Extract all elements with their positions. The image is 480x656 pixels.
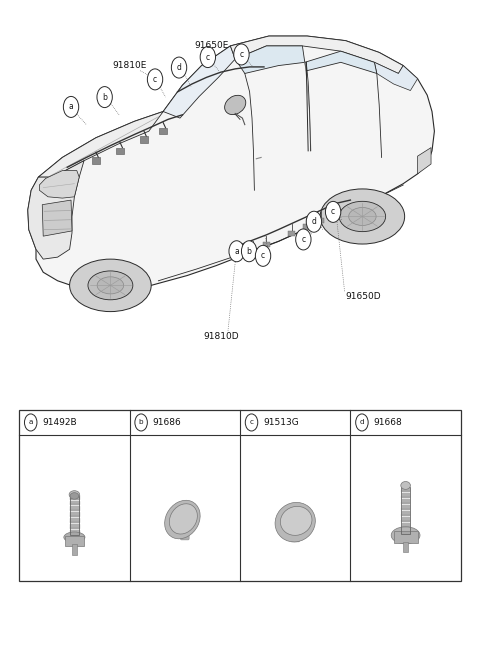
Text: c: c [250,419,253,426]
Ellipse shape [339,201,385,232]
Text: d: d [312,217,316,226]
FancyBboxPatch shape [250,247,256,253]
FancyBboxPatch shape [92,157,100,164]
Text: 91650E: 91650E [194,41,228,51]
Ellipse shape [64,532,85,543]
Text: b: b [247,247,252,256]
Text: c: c [206,52,210,62]
Circle shape [241,241,257,262]
Circle shape [24,414,37,431]
Circle shape [171,57,187,78]
Circle shape [97,87,112,108]
FancyBboxPatch shape [291,520,300,542]
Text: b: b [102,92,107,102]
Ellipse shape [70,493,79,499]
Circle shape [356,414,368,431]
Text: b: b [139,419,144,426]
Circle shape [245,414,258,431]
Text: c: c [331,207,335,216]
Text: 91686: 91686 [153,418,181,427]
FancyBboxPatch shape [159,128,167,134]
Text: c: c [301,235,305,244]
Polygon shape [418,148,431,174]
Polygon shape [42,200,72,236]
Text: c: c [261,251,265,260]
FancyBboxPatch shape [317,218,324,223]
Ellipse shape [320,189,405,244]
Circle shape [296,229,311,250]
Text: d: d [177,63,181,72]
FancyBboxPatch shape [180,518,189,540]
FancyBboxPatch shape [72,544,77,555]
Ellipse shape [169,504,197,534]
Polygon shape [163,46,235,118]
Ellipse shape [69,491,80,499]
Text: 91668: 91668 [373,418,402,427]
FancyBboxPatch shape [403,542,408,552]
FancyBboxPatch shape [140,136,148,143]
Circle shape [234,44,249,65]
Ellipse shape [391,527,420,544]
Text: 91810D: 91810D [203,332,239,341]
Ellipse shape [97,277,124,294]
Text: 91513G: 91513G [263,418,299,427]
Text: 91650D: 91650D [346,292,381,301]
Polygon shape [28,36,434,292]
Circle shape [147,69,163,90]
Ellipse shape [165,501,200,539]
Text: c: c [240,50,243,59]
FancyBboxPatch shape [263,242,270,247]
FancyBboxPatch shape [65,536,84,546]
Ellipse shape [88,271,133,300]
FancyBboxPatch shape [19,410,461,581]
Text: 91810E: 91810E [112,61,147,70]
FancyBboxPatch shape [288,231,295,236]
Ellipse shape [275,502,315,542]
Circle shape [135,414,147,431]
Text: c: c [153,75,157,84]
Circle shape [200,47,216,68]
Polygon shape [305,51,377,73]
Ellipse shape [70,259,151,312]
Polygon shape [374,62,418,91]
FancyBboxPatch shape [116,148,124,154]
Polygon shape [38,112,163,177]
Polygon shape [39,171,79,198]
FancyBboxPatch shape [332,211,338,216]
Text: a: a [28,419,33,426]
Ellipse shape [280,506,312,535]
Text: a: a [69,102,73,112]
Text: a: a [234,247,239,256]
Polygon shape [28,161,84,259]
Polygon shape [230,36,403,73]
Ellipse shape [348,207,376,226]
FancyBboxPatch shape [303,224,310,230]
Ellipse shape [225,95,246,115]
Polygon shape [235,46,305,73]
Circle shape [325,201,341,222]
Circle shape [306,211,322,232]
Circle shape [229,241,244,262]
Text: d: d [360,419,364,426]
Circle shape [63,96,79,117]
Circle shape [255,245,271,266]
Text: 91492B: 91492B [42,418,77,427]
Ellipse shape [401,482,410,489]
FancyBboxPatch shape [394,531,418,543]
